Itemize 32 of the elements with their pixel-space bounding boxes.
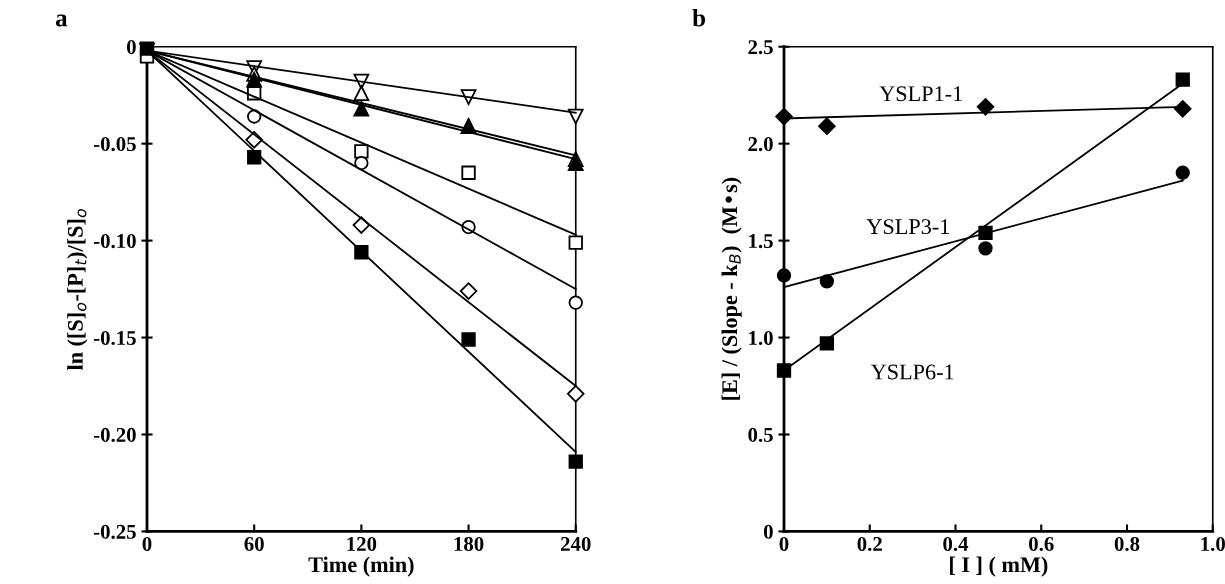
- y-tick-label: -0.10: [93, 233, 136, 249]
- y-tick-label: 0: [126, 40, 136, 55]
- y-tick-label: -0.05: [93, 137, 136, 152]
- y-tick-label: 1.5: [749, 234, 773, 249]
- y-tick-label: -0.15: [93, 330, 136, 346]
- y-tick-label: -0.25: [93, 524, 136, 539]
- y-tick-label: 1.0: [749, 330, 773, 346]
- y-tick-label: 0.5: [748, 427, 773, 443]
- x-tick-label: 0: [779, 536, 789, 551]
- chart-title: a: [55, 14, 68, 27]
- y-tick-label: -0.20: [93, 427, 136, 443]
- y-tick-label: 2.5: [748, 40, 773, 55]
- y-tick-label: 2.0: [748, 137, 773, 152]
- x-axis-title: [ I ] ( mM): [950, 556, 1048, 577]
- x-tick-label: 60: [244, 536, 264, 551]
- x-axis-title: Time (min): [308, 556, 414, 577]
- series-label: YSLP6-1: [870, 364, 954, 380]
- x-tick-label: 0.8: [1114, 536, 1140, 552]
- series-label: YSLP3-1: [866, 219, 949, 235]
- x-tick-label: 180: [454, 536, 484, 551]
- series-label: YSLP1-1: [879, 86, 962, 102]
- x-tick-label: 1.0: [1201, 536, 1225, 552]
- y-axis-title: [E] / (Slope - k$_{B}$) (M•s): [721, 177, 742, 400]
- y-tick-label: 0: [763, 524, 773, 539]
- y-axis-title: ln ([S]$_{o}$-[P]$_{t}$)/[S]$_{o}$: [67, 209, 88, 371]
- x-tick-label: 120: [347, 536, 377, 551]
- x-tick-label: 0: [142, 536, 152, 551]
- chart-title: b: [692, 8, 706, 27]
- x-tick-label: 0.2: [857, 536, 882, 552]
- x-tick-label: 0.4: [943, 536, 969, 552]
- x-tick-label: 0.6: [1029, 536, 1054, 552]
- x-tick-label: 240: [561, 536, 591, 551]
